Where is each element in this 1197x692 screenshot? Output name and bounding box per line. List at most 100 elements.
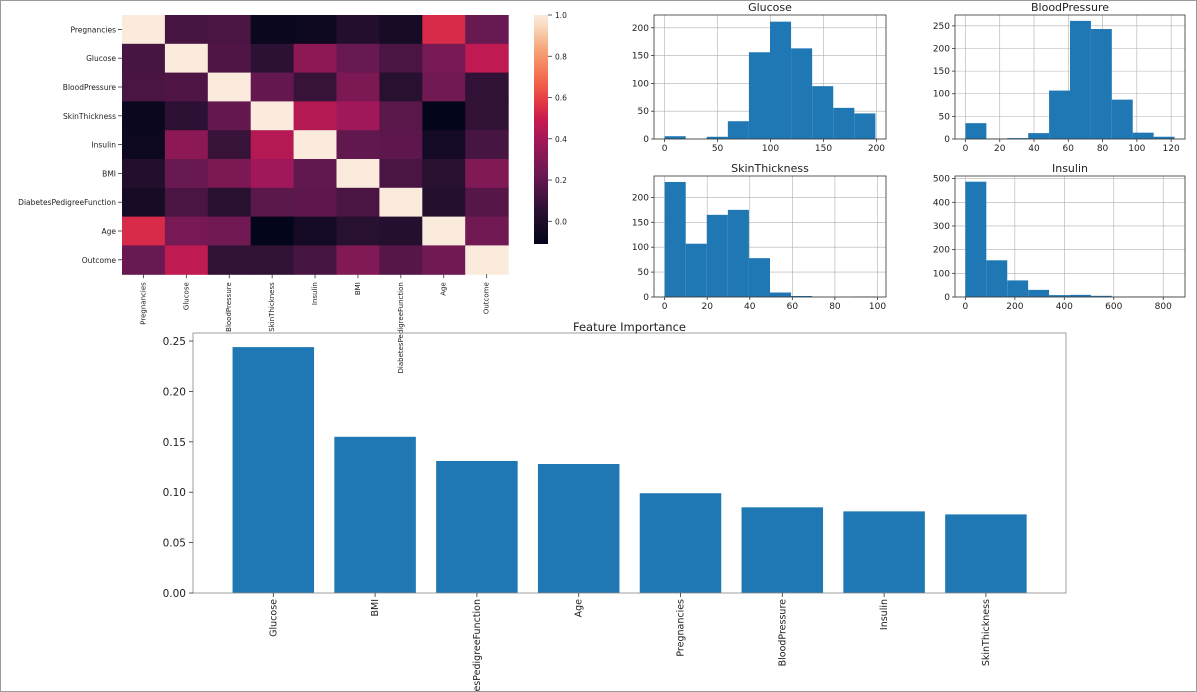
heatmap-cell	[164, 245, 209, 275]
histogram-bar	[812, 86, 834, 139]
heatmap-cell	[379, 43, 423, 74]
histogram-bar	[685, 243, 707, 297]
x-tick-label: 20	[701, 302, 713, 312]
importance-bar	[639, 493, 722, 593]
heatmap-cell	[207, 15, 252, 45]
heatmap-cell	[164, 159, 209, 189]
heatmap-cell	[293, 43, 338, 74]
histogram-bar	[770, 292, 792, 297]
histogram-bar	[664, 181, 686, 297]
histogram-bar	[1090, 295, 1112, 297]
heatmap-cell	[379, 159, 423, 189]
importance-bar	[843, 511, 925, 593]
y-tick-label: 100	[933, 90, 950, 100]
heatmap-cell	[379, 187, 423, 218]
heatmap-cell	[422, 130, 466, 160]
heatmap-cell	[164, 72, 209, 102]
heatmap-cell	[250, 187, 295, 218]
y-tick-label: 150	[632, 52, 649, 62]
histogram-bar	[727, 209, 749, 297]
x-tick-label: Age	[440, 282, 448, 296]
heatmap-cell	[250, 245, 295, 275]
y-tick-label: 0.05	[163, 538, 186, 550]
y-tick-label: 100	[632, 79, 649, 89]
x-tick-label: SkinThickness	[268, 282, 276, 332]
x-tick-label: Glucose	[268, 599, 279, 637]
heatmap-cell	[336, 245, 380, 275]
heatmap-cell	[207, 245, 252, 275]
heatmap-cell	[422, 159, 466, 189]
chart-title: Feature Importance	[573, 320, 686, 334]
heatmap-cell	[465, 72, 509, 102]
x-tick-label: 50	[712, 144, 724, 154]
heatmap-cell	[122, 43, 166, 74]
y-tick-label: Pregnancies	[70, 25, 116, 34]
x-tick-label: 80	[829, 302, 841, 312]
x-tick-label: SkinThickness	[981, 599, 992, 666]
heatmap-cell	[164, 130, 209, 160]
y-tick-label: 200	[933, 44, 950, 54]
histogram-bar	[706, 214, 728, 297]
colorbar-tick-label: 0.6	[555, 94, 567, 103]
colorbar-tick-label: 0.0	[555, 217, 567, 226]
heatmap-cell	[122, 130, 166, 160]
axes-frame	[653, 14, 887, 140]
importance-bar	[945, 514, 1027, 593]
x-tick-label: Outcome	[483, 282, 491, 314]
y-tick-label: 0	[643, 135, 649, 145]
heatmap-cell	[422, 216, 466, 246]
heatmap-cell	[336, 216, 380, 246]
x-tick-label: 40	[744, 302, 756, 312]
heatmap-cell	[164, 15, 209, 45]
histogram-bar	[770, 21, 792, 139]
y-tick-label: Glucose	[86, 54, 116, 63]
heatmap-cell	[336, 187, 380, 218]
heatmap-cell	[465, 43, 509, 74]
correlation-heatmap: Pregnancies Pregnancies Glucose Glucose Bloo…	[18, 11, 567, 373]
x-tick-label: 150	[815, 144, 832, 154]
heatmap-cell	[207, 130, 252, 160]
histogram-insulin: 0 200 400 600 800 0 100 200 300 400 500 Insulin	[933, 162, 1186, 312]
heatmap-cell	[465, 245, 509, 275]
heatmap-cell	[164, 216, 209, 246]
heatmap-cell	[336, 130, 380, 160]
y-tick-label: 0	[643, 293, 649, 303]
heatmap-cell	[164, 101, 209, 131]
x-tick-label: BMI	[354, 282, 362, 295]
y-tick-label: Age	[101, 227, 116, 236]
heatmap-cell	[465, 15, 509, 45]
heatmap-cell	[164, 43, 209, 74]
x-tick-label: 20	[994, 144, 1006, 154]
heatmap-cell	[122, 15, 166, 45]
y-tick-label: 200	[632, 24, 649, 34]
histogram-bar	[664, 136, 686, 139]
heatmap-cell	[379, 101, 423, 131]
heatmap-cell	[122, 72, 166, 102]
histogram-bloodpressure: 0 20 40 60 80 100 120 0 50 100 150 200 250 BloodPress…	[933, 1, 1186, 154]
histogram-skinthickness: 0 20 40 60 80 100 0 50 100 150 200 SkinThickness	[632, 162, 887, 312]
heatmap-cell	[336, 43, 380, 74]
feature-importance-chart: 0.00 0.05 0.10 0.15 0.20 0.25 Glucose BMI Diabet…	[163, 320, 1067, 692]
histogram-bar	[748, 258, 770, 297]
y-tick-label: 50	[939, 112, 951, 122]
x-tick-label: 120	[1163, 144, 1180, 154]
x-tick-label: 800	[1155, 302, 1172, 312]
histogram-title: BloodPressure	[1031, 1, 1109, 14]
heatmap-cell	[336, 72, 380, 102]
histogram-bar	[1070, 20, 1091, 140]
y-tick-label: 0.00	[163, 588, 186, 600]
y-tick-label: 150	[933, 67, 950, 77]
axes-frame	[954, 14, 1186, 140]
histogram-bar	[1007, 280, 1029, 297]
heatmap-cell	[379, 72, 423, 102]
heatmap-cell	[379, 15, 423, 45]
heatmap-cell	[122, 101, 166, 131]
heatmap-cell	[422, 187, 466, 218]
heatmap-cell	[379, 216, 423, 246]
heatmap-cell	[207, 159, 252, 189]
histogram-bar	[791, 296, 813, 297]
heatmap-cell	[207, 101, 252, 131]
y-tick-label: DiabetesPedigreeFunction	[18, 198, 116, 207]
histogram-title: Insulin	[1052, 162, 1088, 175]
